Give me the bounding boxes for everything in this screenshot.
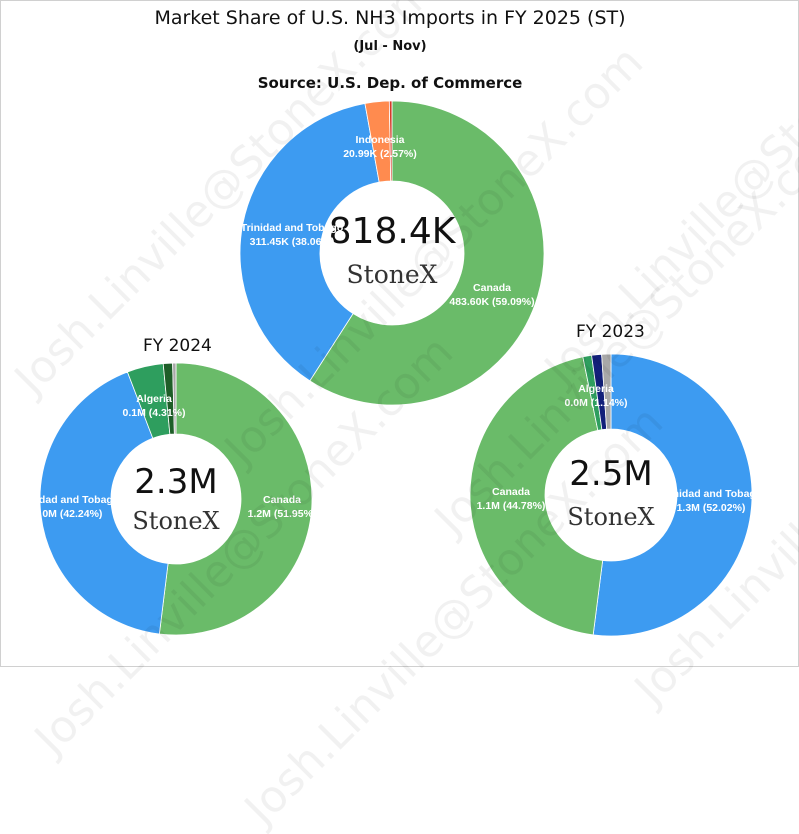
slice-label-value: 1.3M (52.02%) bbox=[677, 502, 746, 514]
slice-label-value: 0.0M (1.14%) bbox=[564, 397, 627, 409]
slice-label-name: Canada bbox=[473, 282, 511, 294]
slice-label-name: Canada bbox=[263, 494, 301, 506]
slice-label-name: Indonesia bbox=[355, 134, 404, 146]
slice-label-value: 1.1M (44.78%) bbox=[477, 500, 546, 512]
donut-hole bbox=[320, 181, 464, 325]
donut-chart-0: 818.4K StoneX Canada 483.60K (59.09%) Trinid… bbox=[239, 100, 545, 406]
center-total: 818.4K bbox=[329, 211, 457, 252]
slice-label-name: Algeria bbox=[578, 383, 614, 395]
slice-label-name: Trinidad and Tobago bbox=[660, 488, 762, 500]
slice-label-name: Canada bbox=[492, 486, 530, 498]
slice-label-name: Trinidad and Tobago bbox=[241, 222, 343, 234]
stonex-logo: StoneX bbox=[347, 260, 438, 289]
donut-hole bbox=[545, 429, 677, 561]
chart-subtitle: (Jul - Nov) bbox=[353, 39, 427, 54]
chart-source: Source: U.S. Dep. of Commerce bbox=[257, 74, 523, 92]
slice-label-value: 20.99K (2.57%) bbox=[343, 148, 417, 160]
donut-chart-1: 2.3M StoneX Canada 1.2M (51.95%) Trinidad an… bbox=[17, 362, 317, 636]
slice-label-value: 1.2M (51.95%) bbox=[248, 508, 317, 520]
slice-label-name: Trinidad and Tobago bbox=[17, 494, 119, 506]
fy2024-title: FY 2024 bbox=[143, 336, 212, 356]
stonex-logo: StoneX bbox=[567, 503, 654, 531]
slice-label-value: 1.0M (42.24%) bbox=[34, 508, 103, 520]
slice-label-value: 483.60K (59.09%) bbox=[449, 296, 534, 308]
donut-chart-2: 2.5M StoneX Trinidad and Tobago 1.3M (52.02… bbox=[469, 353, 762, 637]
stonex-logo: StoneX bbox=[132, 507, 219, 535]
donut-charts: 818.4K StoneX Canada 483.60K (59.09%) Trinid… bbox=[17, 100, 762, 637]
slice-label-name: Algeria bbox=[136, 393, 172, 405]
slice-label-value: 311.45K (38.06%) bbox=[250, 236, 335, 248]
center-total: 2.3M bbox=[134, 462, 217, 502]
slice-label-value: 0.1M (4.31%) bbox=[122, 407, 185, 419]
chart-title: Market Share of U.S. NH3 Imports in FY 2… bbox=[154, 7, 626, 29]
donut-hole bbox=[111, 434, 241, 564]
fy2023-title: FY 2023 bbox=[576, 322, 645, 342]
center-total: 2.5M bbox=[569, 454, 652, 494]
